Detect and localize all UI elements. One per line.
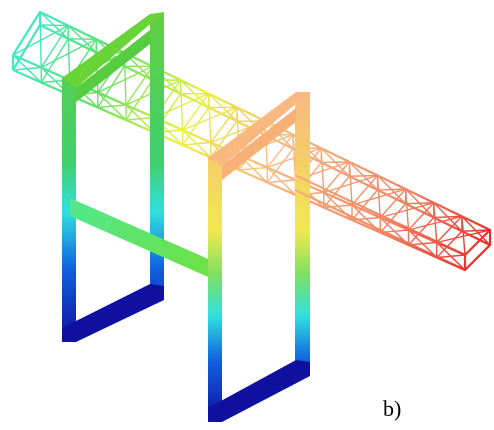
truss-member <box>181 107 210 146</box>
truss-member <box>351 189 379 221</box>
truss-member <box>407 217 435 246</box>
truss-member <box>12 11 41 56</box>
truss-member <box>323 204 353 209</box>
truss-member <box>436 215 463 243</box>
truss-member <box>238 166 268 171</box>
truss-member <box>182 141 211 146</box>
truss-member <box>97 104 127 109</box>
truss-member <box>405 202 434 205</box>
truss-member <box>67 25 71 81</box>
truss-member <box>433 202 438 243</box>
truss-member <box>266 148 294 183</box>
truss-member <box>379 203 407 233</box>
truss-member <box>407 202 435 231</box>
boom-front-segment <box>294 174 466 271</box>
truss-member <box>321 161 350 164</box>
front-frame <box>208 92 310 422</box>
truss-member <box>40 25 69 68</box>
truss-member <box>461 216 466 256</box>
truss-member <box>68 38 97 40</box>
cross-brace <box>70 198 215 280</box>
truss-member <box>210 120 238 158</box>
truss-member <box>125 79 154 121</box>
truss-member <box>39 24 69 27</box>
back-frame <box>62 12 164 342</box>
truss-member <box>323 175 350 208</box>
truss-member <box>179 80 184 131</box>
truss-member <box>208 93 212 143</box>
truss-member <box>436 230 463 258</box>
truss-member <box>461 229 491 232</box>
truss-member <box>266 134 294 168</box>
truss-member <box>348 161 353 206</box>
boom-truss-web <box>12 11 491 271</box>
truss-member <box>351 175 379 206</box>
truss-member <box>267 179 296 184</box>
truss-member <box>39 11 42 68</box>
truss-member <box>436 254 466 259</box>
truss-member <box>125 66 154 106</box>
truss-member <box>404 189 410 231</box>
truss-member <box>320 148 325 193</box>
truss-member <box>433 215 462 219</box>
truss-member <box>125 116 155 121</box>
truss-member <box>210 106 238 143</box>
truss-member <box>379 188 407 218</box>
truss-member <box>376 175 381 218</box>
truss-member <box>349 174 378 177</box>
truss-member <box>377 188 406 191</box>
truss-member <box>12 66 42 71</box>
panel-label: b) <box>383 396 402 421</box>
truss-member <box>464 244 491 271</box>
truss-member <box>323 161 350 193</box>
truss-member <box>464 229 491 256</box>
truss-member <box>181 93 210 131</box>
